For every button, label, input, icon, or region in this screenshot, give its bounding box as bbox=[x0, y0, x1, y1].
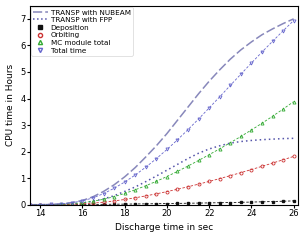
X-axis label: Discharge time in sec: Discharge time in sec bbox=[115, 223, 213, 233]
Legend: TRANSP with NUBEAM, TRANSP with FPP, Deposition, Orbiting, MC module total, Tota: TRANSP with NUBEAM, TRANSP with FPP, Dep… bbox=[31, 7, 133, 56]
Y-axis label: CPU time in Hours: CPU time in Hours bbox=[5, 64, 15, 146]
